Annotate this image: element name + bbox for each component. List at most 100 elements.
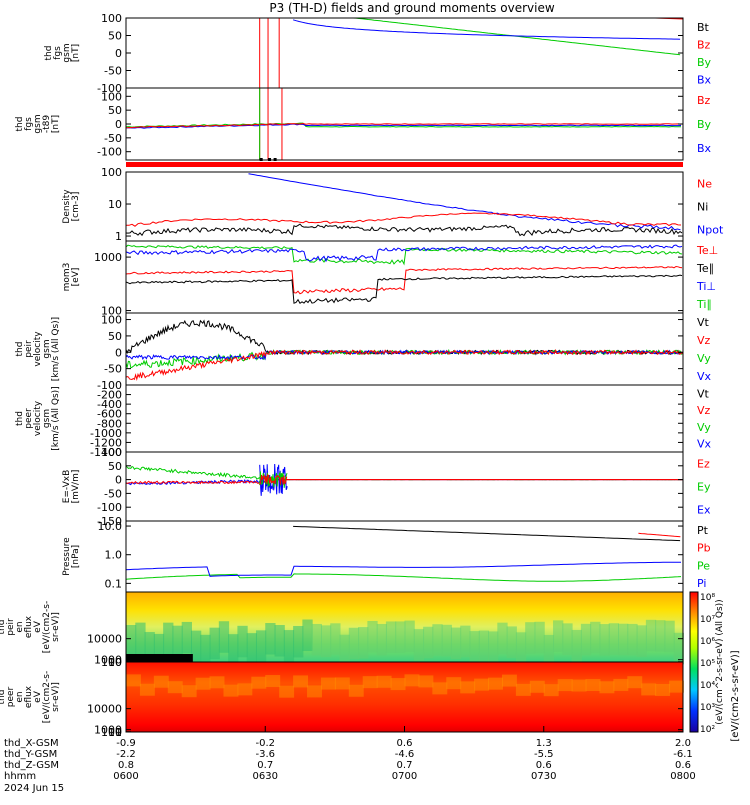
xaxis-row-label: thd_Z-GSM <box>4 760 59 771</box>
figure-title: P3 (TH-D) fields and ground moments over… <box>269 1 554 15</box>
spectrogram-cell <box>283 630 295 662</box>
spectrogram-cell <box>543 684 559 697</box>
ylabel-line: sr-eV)] <box>51 682 61 712</box>
spectrogram-cell <box>450 627 462 660</box>
spectrogram-cell <box>423 626 434 659</box>
ylabel-line: velocity <box>33 331 43 367</box>
series-bx <box>292 19 681 40</box>
legend-Pi: Pi <box>697 577 706 590</box>
spectrogram-cell <box>571 629 582 662</box>
series-pe <box>125 573 682 582</box>
ylabel-line: en <box>15 621 25 632</box>
xaxis-value: 2.0 <box>675 738 691 749</box>
xaxis-value: 0700 <box>392 771 417 782</box>
xaxis-value: 1.3 <box>536 738 552 749</box>
spectrogram-cell <box>669 680 684 693</box>
ytick-label: -800 <box>97 417 122 430</box>
spectrogram-cell <box>139 683 155 696</box>
colorbar-tick: 10⁶ <box>700 637 715 647</box>
spectrogram-cell <box>302 619 313 652</box>
legend-Vz: Vz <box>697 404 711 417</box>
spectrogram-cell <box>153 675 169 688</box>
spectrogram-cell <box>279 685 295 698</box>
spectrogram-cell <box>237 683 253 696</box>
ylabel-line: [eV/(cm2-s- <box>42 671 52 723</box>
spectrogram-cell <box>627 676 643 689</box>
ytick-label: 10 <box>108 198 122 211</box>
ytick-label: 10 <box>108 656 122 669</box>
panel-frame-pressure <box>125 520 684 593</box>
xaxis-value: -6.1 <box>673 749 693 760</box>
ylabel-line: [km/s (All Qs)] <box>51 317 61 381</box>
legend-Bt: Bt <box>697 21 710 34</box>
legend-Vx: Vx <box>697 438 712 451</box>
ylabel-line: fgs <box>24 117 34 131</box>
ytick-label: 50 <box>108 104 122 117</box>
colorbar-label: [eV/(cm2-s-sr-eV)] <box>730 650 741 741</box>
spectrogram-cell <box>571 679 587 692</box>
ylabel-line: thd <box>0 620 7 635</box>
spectrogram-cell <box>181 621 192 654</box>
ytick-label: -1000 <box>90 427 122 440</box>
ylabel-line: [mV/m] <box>71 470 81 504</box>
legend-Ex: Ex <box>697 504 711 517</box>
xaxis-row-label: hhmm <box>4 771 36 782</box>
spectrogram-cell <box>590 621 601 654</box>
spectrogram-cell <box>311 623 322 656</box>
ytick-label: 1 <box>115 726 122 739</box>
xaxis-value: 0.6 <box>675 760 691 771</box>
colorbar-tick: 10⁵ <box>700 659 715 669</box>
spectrogram-cell <box>557 679 573 692</box>
spectrogram-cell <box>501 674 517 687</box>
spectrogram-cell <box>645 619 657 652</box>
xaxis-value: 0.6 <box>536 760 552 771</box>
colorbar-overlay-label: (eV/(cm^2-s-sr-eV) (All Qs)) <box>715 599 725 724</box>
spectrogram-cell <box>334 677 350 690</box>
legend-Ti∥: Ti∥ <box>696 298 712 311</box>
spectrogram-cell <box>636 625 647 657</box>
spectrogram-cell <box>613 678 629 691</box>
spectrogram-fill <box>126 662 683 732</box>
ylabel-line: [nPa] <box>71 545 81 568</box>
panel-content-temperature <box>125 244 683 305</box>
ytick-label: 100 <box>101 446 122 459</box>
burst-ez <box>259 474 288 485</box>
ytick-label: 100 <box>101 726 122 739</box>
ytick-label: 50 <box>108 30 122 43</box>
ytick-label: 50 <box>108 330 122 343</box>
spectrogram-cell <box>497 622 508 655</box>
xaxis-value: -5.5 <box>534 749 554 760</box>
legend-Pt: Pt <box>697 524 709 537</box>
spectrogram-cell <box>641 683 657 696</box>
spectrogram-cell <box>474 678 490 691</box>
spectrogram-cell <box>163 622 174 655</box>
spectrogram-cell <box>404 674 420 687</box>
ytick-label: -100 <box>97 501 122 514</box>
ylabel-line: peir <box>6 618 16 636</box>
ylabel-line: [nT] <box>51 115 61 133</box>
spectrogram-cell <box>209 627 220 660</box>
legend-Bz: Bz <box>697 38 711 51</box>
spectrogram-cell <box>195 677 211 690</box>
ytick-label: -400 <box>97 398 122 411</box>
ylabel-line: en <box>15 691 25 702</box>
xaxis-value: 0630 <box>253 771 278 782</box>
ylabel-line: gsm <box>62 43 72 62</box>
spectrogram-cell <box>209 676 225 689</box>
ytick-label: -200 <box>97 389 122 402</box>
spectrogram-cell <box>153 633 165 666</box>
series-by <box>125 122 682 128</box>
panel-content-e-field <box>125 463 683 496</box>
panel-temperature: 1000 100 mom3 [eV] Te⊥ Te∥ Ti⊥ Ti∥ <box>62 240 718 318</box>
ylabel-line: thd <box>15 411 25 426</box>
ytick-label: -1400 <box>90 446 122 459</box>
spectrogram-cell <box>446 677 462 690</box>
ytick-label: 100 <box>101 656 122 669</box>
ytick-label: 100 <box>101 166 122 179</box>
spectrogram-cell <box>237 625 248 658</box>
spectrogram-cell <box>488 631 499 663</box>
